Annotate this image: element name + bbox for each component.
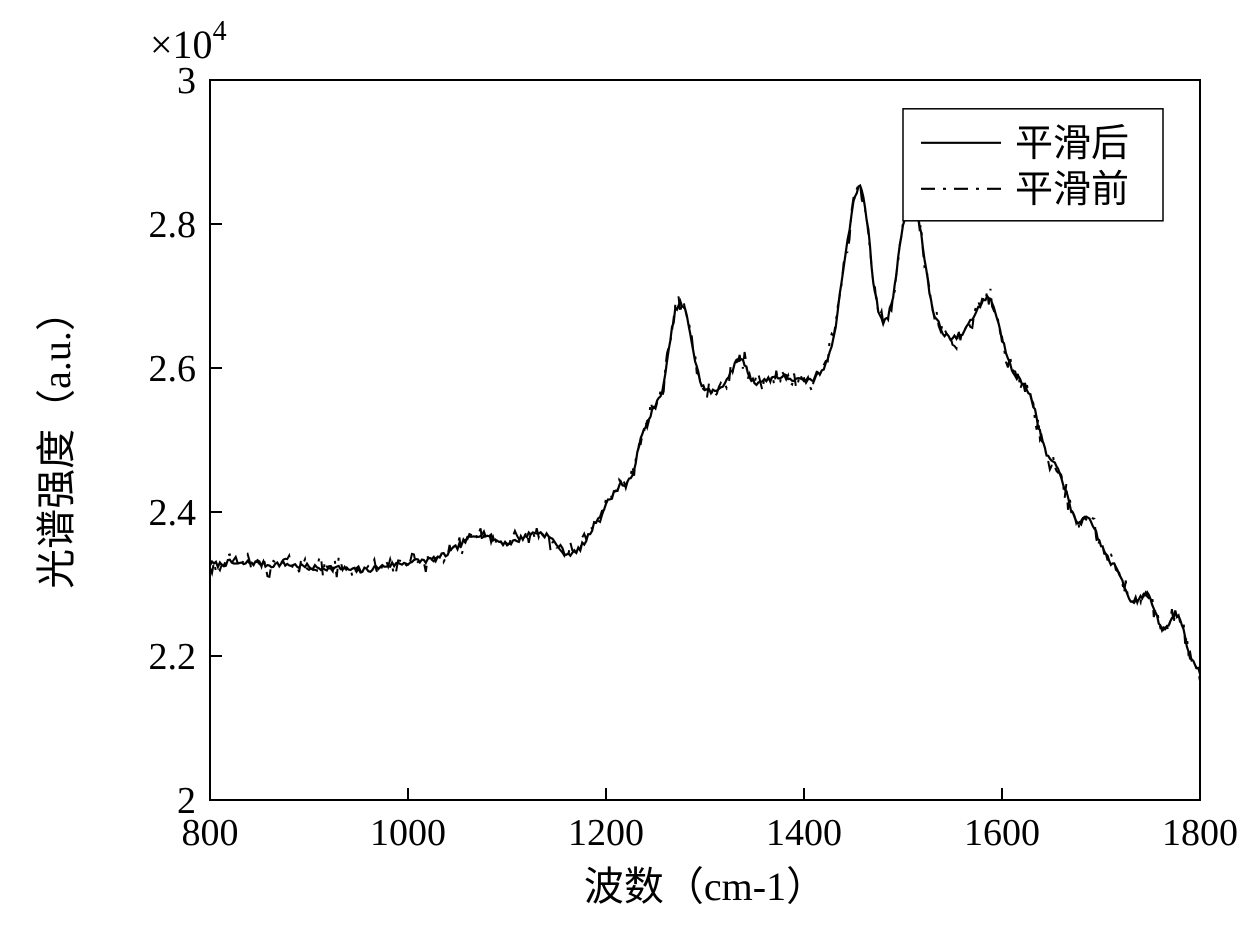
series-group	[210, 184, 1200, 681]
series-smoothed	[210, 186, 1200, 675]
spectrum-chart: 8001000120014001600180022.22.42.62.83×10…	[0, 0, 1240, 940]
x-tick-label: 1000	[370, 812, 446, 854]
legend-item-label: 平滑后	[1015, 123, 1129, 165]
x-axis-label: 波数（cm-1）	[584, 864, 826, 909]
series-raw	[210, 184, 1200, 681]
svg-text:×104: ×104	[150, 16, 227, 67]
x-tick-label: 1200	[568, 812, 644, 854]
chart-svg: 8001000120014001600180022.22.42.62.83×10…	[0, 0, 1240, 940]
y-tick-label: 2.4	[149, 492, 197, 534]
x-tick-label: 1800	[1162, 812, 1238, 854]
y-exponent-label: ×104	[150, 16, 227, 67]
y-axis-label: 光谱强度（a.u.）	[34, 291, 79, 589]
y-tick-label: 2	[177, 780, 196, 822]
legend: 平滑后平滑前	[903, 109, 1163, 221]
y-tick-label: 2.2	[149, 636, 197, 678]
y-tick-label: 2.8	[149, 204, 197, 246]
y-tick-label: 2.6	[149, 348, 197, 390]
legend-item-label: 平滑前	[1015, 169, 1129, 211]
x-tick-label: 1400	[766, 812, 842, 854]
x-tick-label: 1600	[964, 812, 1040, 854]
